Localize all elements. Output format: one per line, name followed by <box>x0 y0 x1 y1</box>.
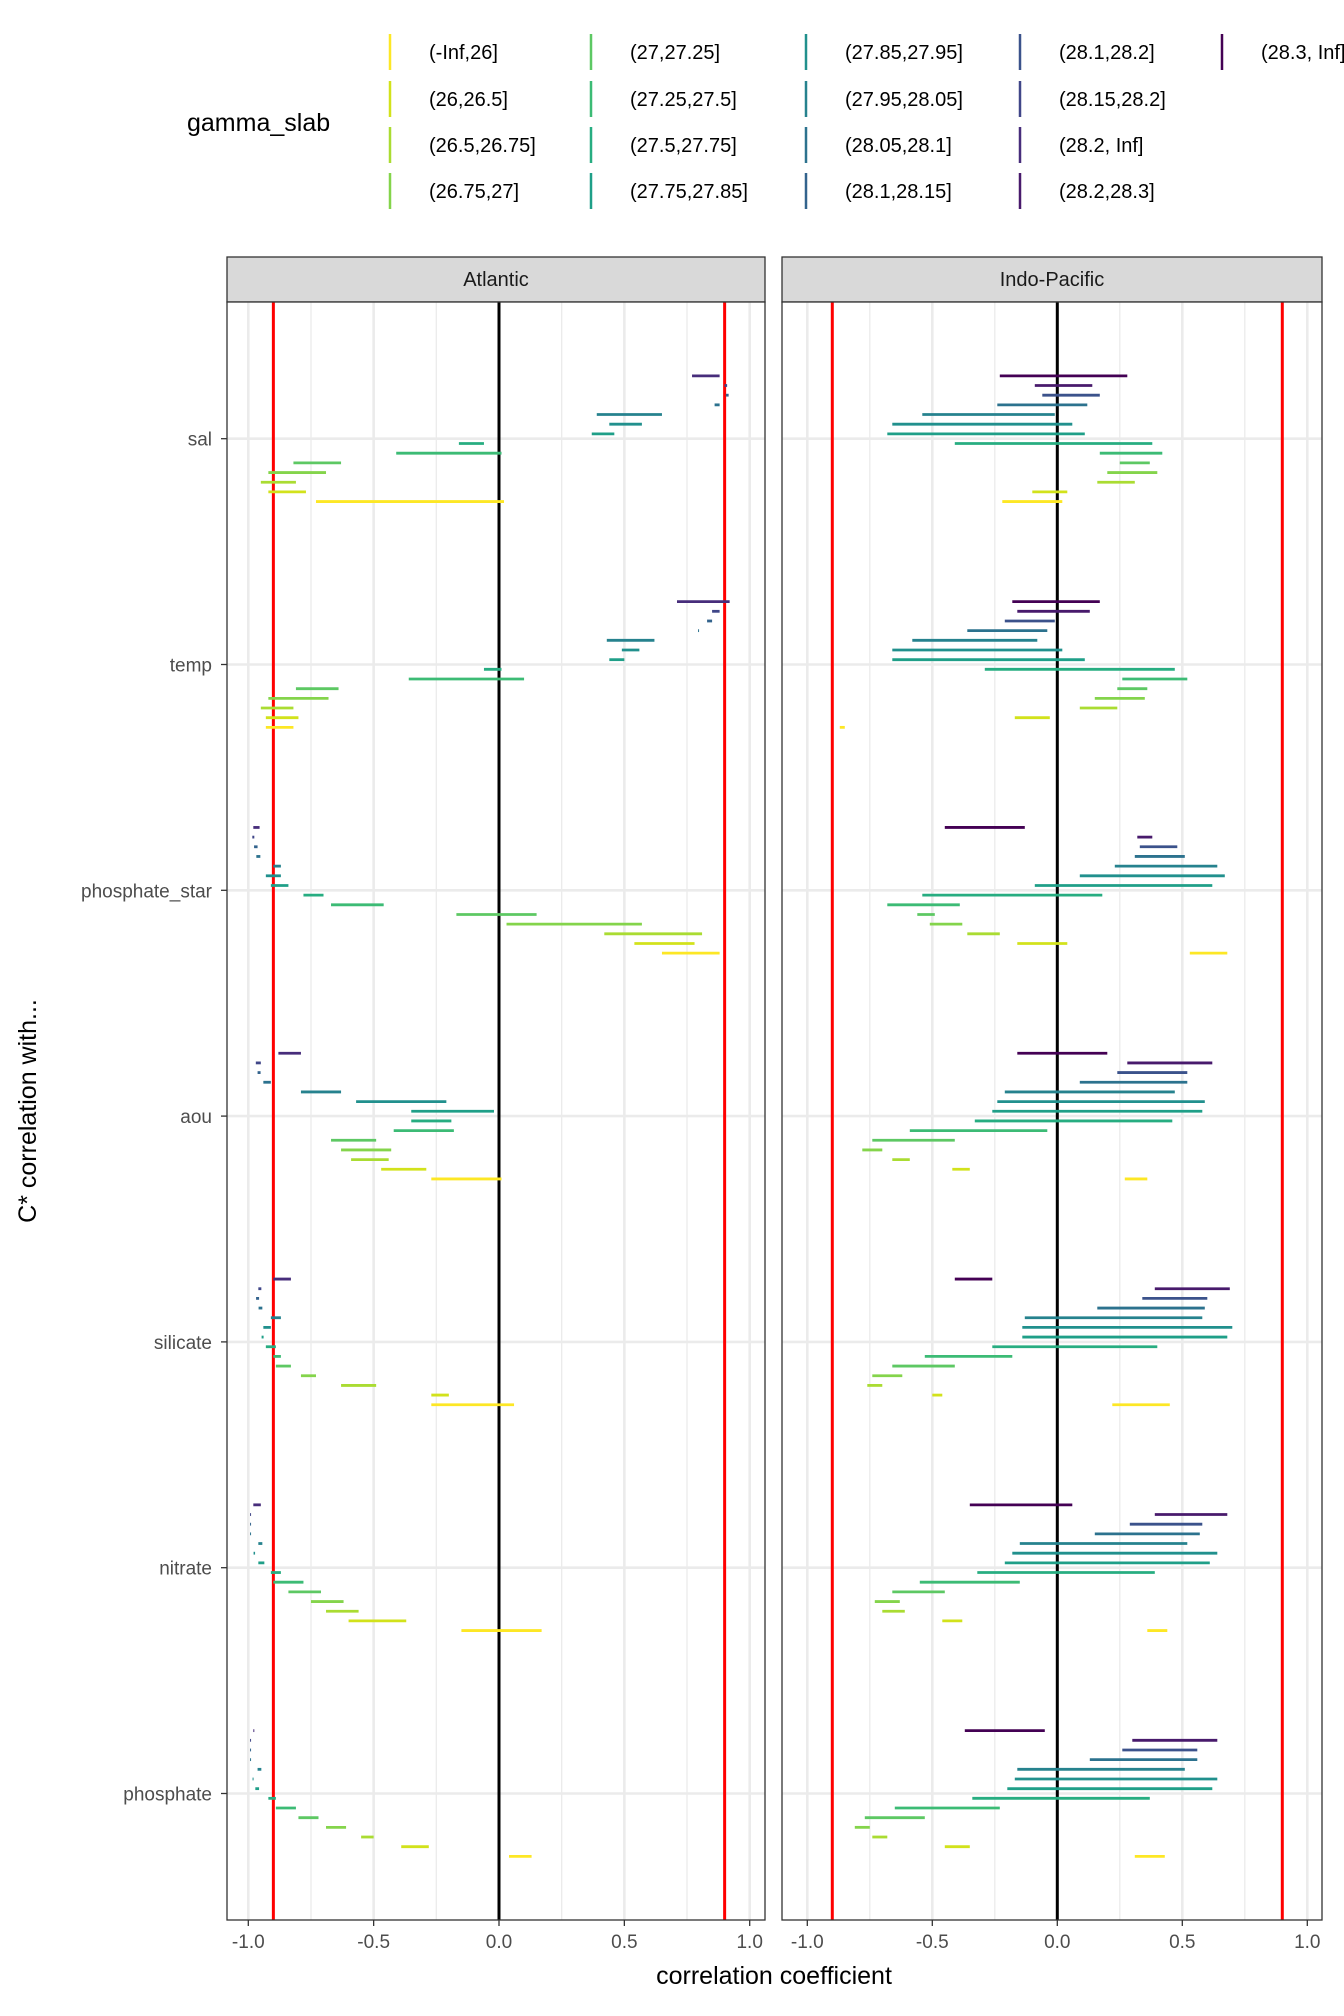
x-tick-label: -1.0 <box>791 1932 824 1953</box>
legend-label: (27.95,28.05] <box>845 89 963 111</box>
y-tick-label: silicate <box>154 1333 212 1354</box>
x-tick-label: -1.0 <box>232 1932 265 1953</box>
x-tick-label: -0.5 <box>357 1932 390 1953</box>
y-tick-label: phosphate <box>123 1785 212 1806</box>
legend-item: (26,26.5] <box>388 81 508 117</box>
legend-label: (27,27.25] <box>630 42 720 64</box>
legend-item: (27.75,27.85] <box>589 173 748 209</box>
legend-label: (28.05,28.1] <box>845 135 952 157</box>
panel-border <box>781 301 1323 1921</box>
legend-item: (27,27.25] <box>589 34 720 70</box>
panel-border <box>226 301 766 1921</box>
legend-label: (28.15,28.2] <box>1059 89 1166 111</box>
legend-label: (-Inf,26] <box>429 42 498 64</box>
panel-atlantic: Atlantic -1.0 -0.5 0.0 0.5 1.0 <box>226 256 766 1953</box>
y-tick-label: aou <box>180 1107 212 1128</box>
legend-label: (28.3, Inf] <box>1261 42 1344 64</box>
facet-strip <box>226 256 766 303</box>
legend-label: (27.75,27.85] <box>630 181 748 203</box>
legend-item: (28.2,28.3] <box>1018 173 1155 209</box>
legend-label: (27.25,27.5] <box>630 89 737 111</box>
legend-item: (28.05,28.1] <box>804 127 952 163</box>
legend-title: gamma_slab <box>187 109 330 137</box>
legend-item: (28.3, Inf] <box>1220 34 1344 70</box>
x-tick-label: 1.0 <box>736 1932 762 1953</box>
y-tick-label: sal <box>188 430 212 451</box>
legend-item: (28.1,28.15] <box>804 173 952 209</box>
y-tick-label: nitrate <box>159 1559 212 1580</box>
x-axis-title: correlation coefficient <box>656 1962 892 1990</box>
y-tick-label: temp <box>170 656 212 677</box>
legend-label: (28.1,28.15] <box>845 181 952 203</box>
panel-background <box>227 302 765 1920</box>
x-tick-label: 0.0 <box>486 1932 512 1953</box>
x-tick-label: 0.5 <box>1169 1932 1195 1953</box>
legend-label: (28.1,28.2] <box>1059 42 1155 64</box>
facet-strip-label: Atlantic <box>463 269 529 291</box>
legend-label: (27.85,27.95] <box>845 42 963 64</box>
x-tick-label: -0.5 <box>916 1932 949 1953</box>
legend-item: (28.2, Inf] <box>1018 127 1144 163</box>
legend-label: (28.2,28.3] <box>1059 181 1155 203</box>
legend-item: (27.5,27.75] <box>589 127 737 163</box>
legend-item: (28.1,28.2] <box>1018 34 1155 70</box>
legend-label: (28.2, Inf] <box>1059 135 1144 157</box>
y-axis-title: C* correlation with... <box>14 999 42 1223</box>
legend: gamma_slab (-Inf,26] (26,26.5] (26.5,26.75… <box>187 34 1344 209</box>
legend-label: (27.5,27.75] <box>630 135 737 157</box>
legend-item: (26.5,26.75] <box>388 127 536 163</box>
x-tick-label: 0.0 <box>1044 1932 1070 1953</box>
legend-item: (27.95,28.05] <box>804 81 963 117</box>
legend-label: (26,26.5] <box>429 89 508 111</box>
panel-indo-pacific: Indo-Pacific -1.0 -0.5 0.0 0.5 1.0 <box>781 256 1323 1953</box>
legend-item: (27.85,27.95] <box>804 34 963 70</box>
x-tick-label: 1.0 <box>1294 1932 1320 1953</box>
facet-strip <box>781 256 1323 303</box>
legend-item: (-Inf,26] <box>388 34 498 70</box>
legend-item: (26.75,27] <box>388 173 519 209</box>
x-tick-label: 0.5 <box>611 1932 637 1953</box>
y-tick-label: phosphate_star <box>81 881 213 902</box>
facet-panels: Atlantic -1.0 -0.5 0.0 0.5 1.0 Indo-Pacific -1.… <box>226 256 1323 1953</box>
legend-item: (28.15,28.2] <box>1018 81 1166 117</box>
legend-label: (26.5,26.75] <box>429 135 536 157</box>
facet-strip-label: Indo-Pacific <box>1000 269 1105 291</box>
legend-label: (26.75,27] <box>429 181 519 203</box>
legend-item: (27.25,27.5] <box>589 81 737 117</box>
